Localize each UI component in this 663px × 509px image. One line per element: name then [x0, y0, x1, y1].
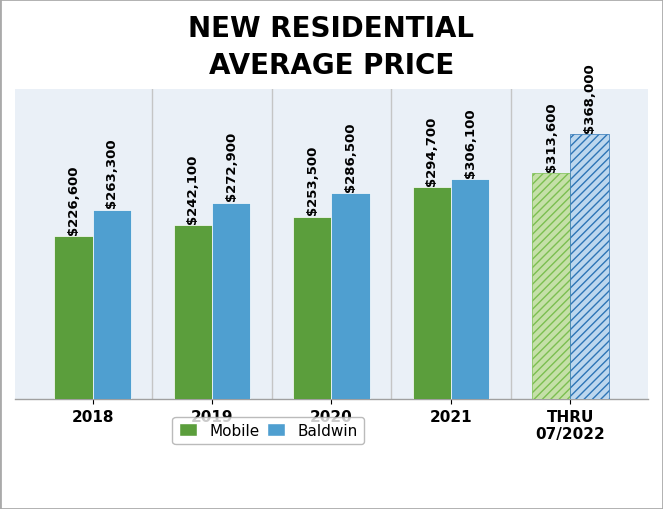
- Text: $286,500: $286,500: [344, 122, 357, 191]
- Bar: [293, 217, 332, 400]
- Text: $313,600: $313,600: [545, 102, 558, 172]
- Text: $253,500: $253,500: [306, 146, 319, 215]
- Text: $368,000: $368,000: [583, 63, 596, 133]
- Text: $242,100: $242,100: [186, 154, 200, 223]
- Legend: Mobile, Baldwin: Mobile, Baldwin: [172, 417, 364, 444]
- Text: $306,100: $306,100: [463, 108, 477, 177]
- Bar: [174, 225, 212, 400]
- Bar: [93, 210, 131, 400]
- Bar: [212, 203, 251, 400]
- Bar: [570, 135, 609, 400]
- Bar: [532, 174, 570, 400]
- Text: $263,300: $263,300: [105, 138, 118, 208]
- Bar: [451, 179, 489, 400]
- Title: NEW RESIDENTIAL
AVERAGE PRICE: NEW RESIDENTIAL AVERAGE PRICE: [188, 15, 475, 79]
- Bar: [54, 237, 93, 400]
- Bar: [412, 187, 451, 400]
- Text: $272,900: $272,900: [225, 132, 237, 201]
- Text: $294,700: $294,700: [426, 116, 438, 185]
- Bar: [332, 193, 370, 400]
- Text: $226,600: $226,600: [67, 165, 80, 234]
